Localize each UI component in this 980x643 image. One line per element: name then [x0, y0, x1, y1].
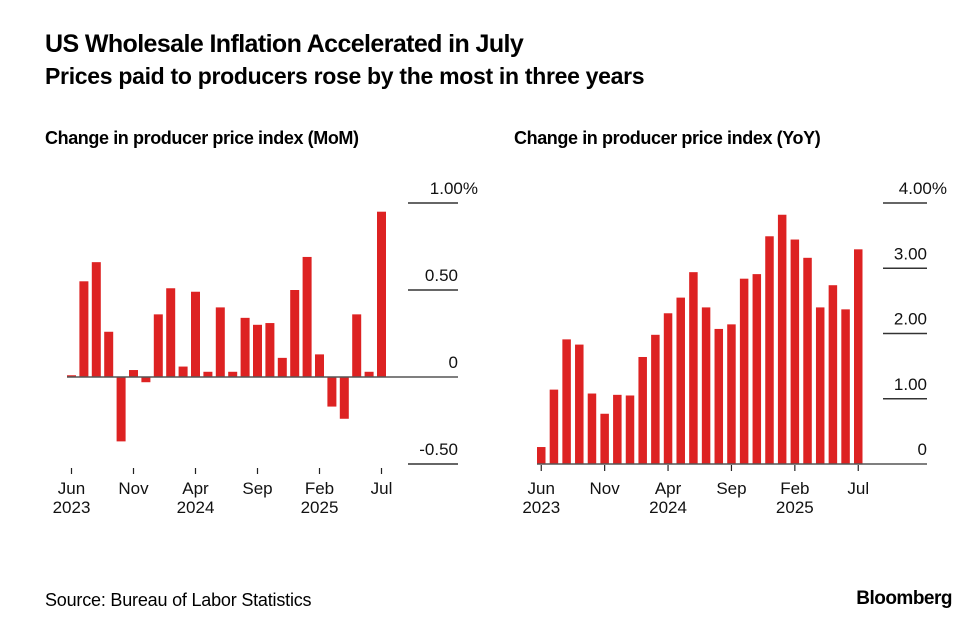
bar-apr-2024 [663, 313, 673, 464]
bar-sep-2024 [253, 324, 262, 377]
bar-jul-2024 [701, 307, 711, 464]
bar-jun-2024 [215, 307, 225, 377]
bar-mar-2024 [178, 366, 188, 377]
bar-jul-2025 [377, 211, 386, 377]
bar-jul-2025 [854, 249, 863, 464]
bar-jan-2025 [777, 214, 787, 464]
yoy-panel-title: Change in producer price index (YoY) [514, 128, 821, 148]
bar-nov-2023 [129, 370, 138, 377]
bar-mar-2024 [651, 334, 660, 464]
bar-may-2024 [203, 371, 213, 377]
bar-mar-2025 [803, 257, 812, 464]
x-tick-year-label: 2023 [522, 498, 560, 517]
bar-aug-2023 [562, 339, 571, 464]
x-tick-label: Feb [305, 479, 334, 498]
bar-jun-2025 [841, 309, 850, 464]
bar-sep-2023 [104, 331, 114, 377]
y-tick-label: 0 [449, 353, 458, 372]
bar-mar-2025 [327, 377, 337, 407]
bar-jan-2024 [153, 314, 163, 377]
y-tick-label: 0 [918, 440, 927, 459]
x-tick-label: Jun [528, 479, 555, 498]
bar-apr-2025 [339, 377, 349, 419]
bar-jun-2025 [364, 371, 374, 377]
chart-subtitle: Prices paid to producers rose by the mos… [45, 63, 645, 89]
x-tick-label: Feb [780, 479, 809, 498]
bar-jul-2023 [79, 281, 89, 377]
bar-apr-2024 [191, 291, 200, 377]
x-tick-label: Jul [371, 479, 393, 498]
x-tick-label: Nov [590, 479, 621, 498]
y-tick-label: -0.50 [419, 440, 458, 459]
bar-jan-2025 [302, 256, 312, 377]
y-tick-label: 1.00% [430, 179, 478, 198]
x-tick-label: Jun [58, 479, 85, 498]
x-tick-label: Sep [716, 479, 746, 498]
x-tick-label: Apr [182, 479, 209, 498]
bar-feb-2024 [638, 356, 647, 464]
bar-nov-2024 [752, 274, 762, 464]
bar-jul-2024 [228, 371, 238, 377]
bar-may-2025 [352, 314, 362, 377]
bar-jun-2023 [537, 447, 546, 464]
bar-sep-2023 [575, 344, 584, 464]
bar-jul-2023 [549, 389, 559, 464]
x-tick-label: Jul [847, 479, 869, 498]
bar-oct-2024 [265, 323, 275, 377]
bar-jun-2023 [67, 375, 76, 377]
y-tick-label: 2.00 [894, 310, 927, 329]
x-tick-year-label: 2025 [301, 498, 339, 517]
bar-feb-2025 [790, 239, 800, 464]
bar-dec-2024 [765, 236, 774, 464]
bar-oct-2024 [739, 278, 749, 464]
bar-aug-2024 [714, 328, 724, 464]
x-tick-year-label: 2024 [649, 498, 687, 517]
bar-aug-2023 [91, 262, 101, 377]
chart-title: US Wholesale Inflation Accelerated in Ju… [45, 30, 524, 58]
bar-jan-2024 [625, 395, 635, 464]
bar-aug-2024 [240, 317, 250, 377]
x-tick-label: Sep [242, 479, 272, 498]
x-tick-year-label: 2023 [53, 498, 91, 517]
y-tick-label: 1.00 [894, 375, 927, 394]
bar-oct-2023 [587, 393, 597, 464]
mom-panel-title: Change in producer price index (MoM) [45, 128, 359, 148]
y-tick-label: 3.00 [894, 244, 927, 263]
bar-may-2024 [676, 297, 685, 464]
y-tick-label: 0.50 [425, 266, 458, 285]
bar-may-2025 [828, 285, 838, 464]
x-tick-label: Apr [655, 479, 682, 498]
bar-oct-2023 [116, 377, 126, 442]
x-tick-year-label: 2024 [177, 498, 215, 517]
x-tick-label: Nov [118, 479, 149, 498]
bar-dec-2023 [613, 394, 622, 464]
source-note: Source: Bureau of Labor Statistics [45, 590, 312, 610]
bar-nov-2024 [277, 357, 287, 377]
bar-dec-2024 [290, 290, 300, 377]
y-tick-label: 4.00% [899, 179, 947, 198]
bar-feb-2024 [166, 288, 176, 377]
bar-nov-2023 [600, 413, 609, 464]
bar-feb-2025 [315, 354, 324, 377]
bar-sep-2024 [727, 324, 736, 464]
bar-apr-2025 [815, 307, 825, 464]
bar-jun-2024 [689, 272, 698, 464]
x-tick-year-label: 2025 [776, 498, 814, 517]
bar-dec-2023 [141, 377, 151, 383]
bloomberg-logo: Bloomberg [856, 588, 952, 609]
